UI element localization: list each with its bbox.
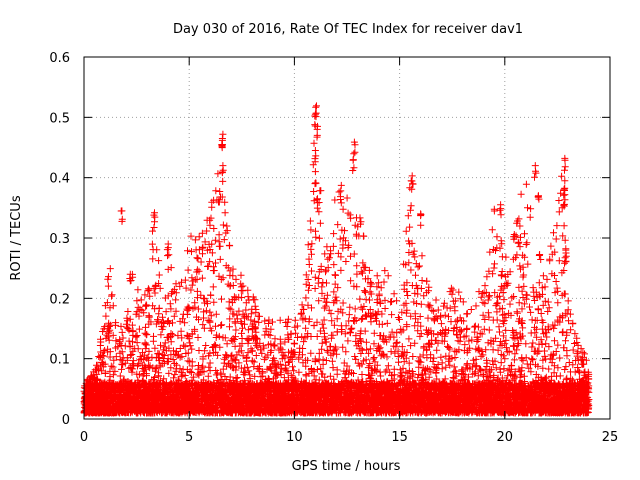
x-tick-labels: 0 5 10 15 20 25 <box>80 430 618 445</box>
y-tick-label: 0.5 <box>49 111 70 126</box>
y-tick-label: 0.6 <box>49 51 70 66</box>
x-tick-label: 20 <box>497 430 514 445</box>
x-tick-label: 5 <box>185 430 193 445</box>
x-axis-title: GPS time / hours <box>292 459 401 474</box>
chart-title: Day 030 of 2016, Rate Of TEC Index for r… <box>173 22 523 37</box>
data-points <box>80 102 593 417</box>
y-tick-label: 0 <box>62 413 70 428</box>
y-axis-title: ROTI / TECUs <box>9 195 24 280</box>
x-tick-label: 15 <box>391 430 408 445</box>
roti-series-markers <box>80 102 593 417</box>
x-tick-label: 10 <box>286 430 303 445</box>
y-tick-labels: 0 0.1 0.2 0.3 0.4 0.5 0.6 <box>49 51 70 428</box>
y-tick-label: 0.2 <box>49 292 70 307</box>
grid <box>84 57 610 419</box>
y-tick-label: 0.1 <box>49 353 70 368</box>
y-tick-label: 0.4 <box>49 172 70 187</box>
y-tick-label: 0.3 <box>49 232 70 247</box>
x-tick-label: 25 <box>602 430 619 445</box>
axis-ticks <box>83 56 611 420</box>
x-tick-label: 0 <box>80 430 88 445</box>
